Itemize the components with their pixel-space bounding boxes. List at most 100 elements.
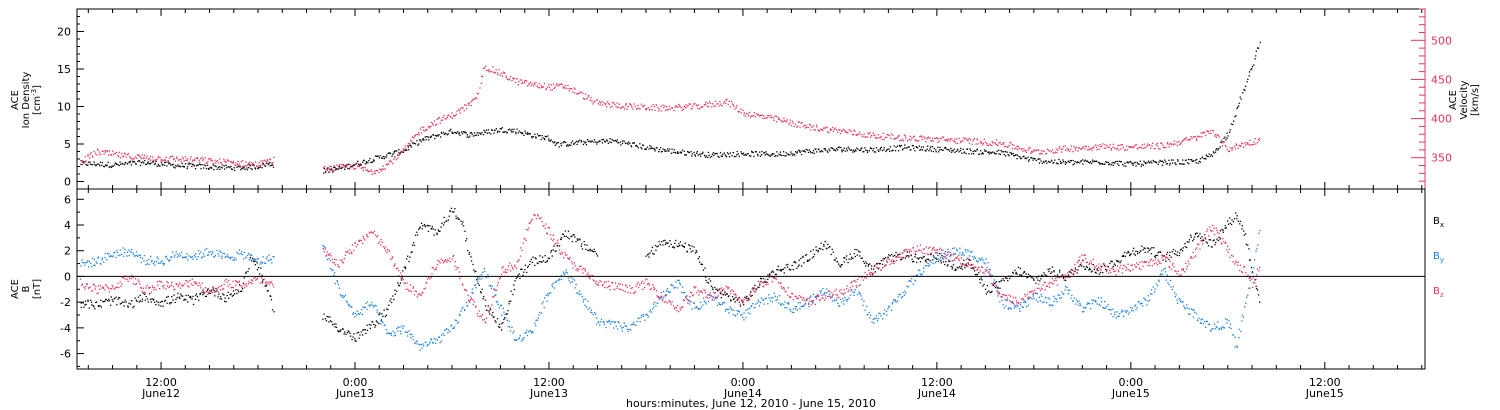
data-point [605, 139, 608, 141]
data-point [539, 134, 541, 137]
data-point [331, 168, 333, 170]
data-point [534, 133, 536, 135]
data-point [935, 257, 937, 259]
data-point [610, 106, 612, 109]
data-point [543, 306, 545, 309]
data-point [630, 145, 632, 147]
data-point [1170, 142, 1172, 145]
data-point [1050, 151, 1052, 153]
data-point [1012, 301, 1014, 304]
data-point [870, 314, 872, 316]
data-point [875, 315, 878, 317]
data-point [916, 257, 918, 259]
data-point [650, 146, 652, 148]
data-point [270, 282, 272, 284]
data-point [188, 255, 190, 257]
data-point [930, 139, 932, 142]
data-point [738, 296, 740, 299]
data-point [1239, 223, 1241, 225]
data-point [999, 287, 1001, 289]
data-point [361, 309, 363, 311]
data-point [140, 261, 142, 263]
data-point [1227, 150, 1230, 153]
data-point [133, 158, 135, 160]
data-point [895, 256, 898, 258]
data-point [526, 132, 529, 134]
data-point [822, 248, 824, 251]
data-point [991, 140, 993, 143]
data-point [856, 249, 858, 251]
data-point [1039, 153, 1041, 155]
data-point [518, 337, 521, 339]
data-point [329, 267, 332, 270]
data-point [1018, 274, 1021, 276]
data-point [966, 265, 968, 267]
data-point [662, 244, 664, 246]
data-point [119, 254, 121, 256]
data-point [576, 292, 578, 294]
data-point [1199, 237, 1202, 239]
data-point [881, 138, 884, 141]
data-point [1241, 225, 1243, 227]
data-point [938, 149, 941, 151]
data-point [404, 282, 406, 285]
data-point [686, 250, 688, 253]
data-point [975, 150, 977, 152]
data-point [1169, 251, 1171, 253]
data-point [328, 171, 330, 173]
data-point [330, 169, 332, 171]
data-point [341, 259, 343, 261]
data-point [353, 333, 355, 335]
data-point [892, 301, 894, 304]
data-point [1233, 218, 1236, 220]
data-point [971, 153, 973, 155]
data-point [733, 105, 735, 107]
data-point [781, 120, 783, 122]
data-point [967, 262, 969, 264]
data-point [820, 242, 822, 244]
data-point [243, 251, 245, 254]
data-point [722, 153, 724, 155]
data-point [995, 285, 997, 287]
data-point [1218, 147, 1220, 150]
data-point [1074, 147, 1076, 149]
data-point [774, 295, 776, 297]
data-point [342, 163, 344, 166]
data-point [982, 285, 984, 287]
data-point [1173, 292, 1176, 294]
data-point [1257, 289, 1259, 291]
data-point [1188, 308, 1190, 310]
data-point [1226, 322, 1228, 324]
data-point [1138, 252, 1141, 254]
data-point [1005, 145, 1007, 148]
data-point [702, 297, 705, 299]
data-point [498, 323, 501, 325]
data-point [1087, 146, 1090, 148]
data-point [370, 161, 372, 164]
data-point [482, 134, 485, 136]
data-point [587, 300, 589, 302]
data-point [205, 295, 208, 297]
data-point [371, 170, 373, 173]
data-point [414, 143, 417, 145]
data-point [267, 163, 270, 166]
data-point [1257, 47, 1260, 49]
data-point [929, 137, 931, 139]
data-point [396, 150, 398, 152]
data-point [467, 305, 469, 307]
data-point [555, 143, 558, 145]
data-point [500, 128, 502, 130]
data-point [718, 105, 720, 107]
data-point [106, 150, 109, 153]
data-point [247, 270, 249, 273]
data-point [204, 249, 206, 251]
data-point [1210, 330, 1212, 332]
data-point [736, 299, 738, 301]
data-point [533, 85, 535, 87]
data-point [880, 135, 882, 138]
data-point [844, 296, 846, 298]
data-point [476, 279, 478, 281]
data-point [355, 340, 357, 342]
data-point [1177, 251, 1179, 253]
data-point [474, 271, 476, 273]
